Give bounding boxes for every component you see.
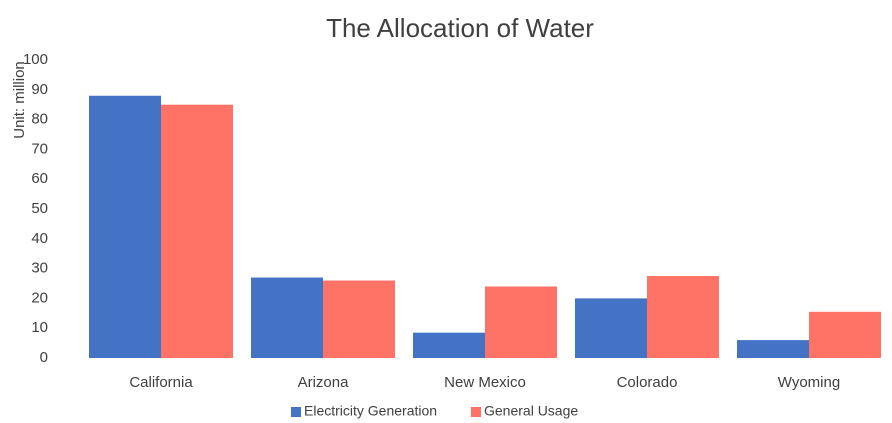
- y-tick-label: 80: [31, 111, 48, 128]
- bar: [737, 340, 809, 358]
- legend-label: Electricity Generation: [304, 403, 437, 419]
- y-tick-label: 90: [31, 81, 48, 98]
- x-tick-label: New Mexico: [444, 374, 526, 391]
- bar: [413, 332, 485, 358]
- bar: [575, 298, 647, 358]
- bar: [485, 286, 557, 358]
- y-tick-label: 50: [31, 200, 48, 217]
- y-tick-label: 40: [31, 230, 48, 247]
- bar: [251, 277, 323, 358]
- bar: [323, 280, 395, 358]
- bar: [647, 276, 719, 358]
- y-tick-label: 70: [31, 140, 48, 157]
- y-tick-label: 20: [31, 289, 48, 306]
- y-axis-label: Unit: million: [11, 61, 28, 139]
- x-tick-label: California: [129, 374, 193, 391]
- y-tick-label: 10: [31, 319, 48, 336]
- legend-swatch: [291, 407, 301, 417]
- y-tick-label: 30: [31, 260, 48, 277]
- bar: [809, 311, 881, 358]
- bar: [89, 95, 161, 358]
- bar: [161, 104, 233, 358]
- x-tick-label: Arizona: [298, 374, 350, 391]
- legend-swatch: [471, 407, 481, 417]
- y-tick-label: 0: [40, 349, 48, 366]
- legend-label: General Usage: [484, 403, 578, 419]
- x-tick-label: Wyoming: [778, 374, 840, 391]
- chart-title: The Allocation of Water: [326, 13, 594, 43]
- y-tick-label: 100: [23, 51, 48, 68]
- y-tick-label: 60: [31, 170, 48, 187]
- x-tick-label: Colorado: [617, 374, 678, 391]
